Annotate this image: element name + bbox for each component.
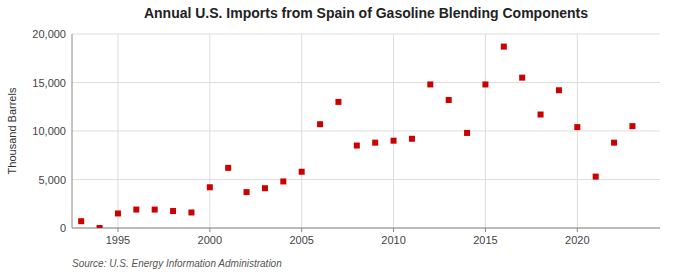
points [78, 44, 635, 228]
point [629, 123, 635, 129]
y-axis-label: Thousand Barrels [6, 87, 18, 174]
point [97, 225, 103, 228]
point [78, 218, 84, 224]
point [372, 140, 378, 146]
x-tick [301, 228, 302, 232]
point [593, 174, 599, 180]
x-grid-line [577, 34, 578, 228]
point [152, 207, 158, 213]
point [611, 140, 617, 146]
point [317, 121, 323, 127]
point [427, 81, 433, 87]
point [133, 207, 139, 213]
y-tick-label: 20,000 [32, 28, 66, 40]
x-tick-label: 2010 [381, 234, 405, 246]
point [244, 189, 250, 195]
point [115, 210, 121, 216]
x-axis-line [72, 228, 660, 229]
x-tick-label: 1995 [106, 234, 130, 246]
point [446, 97, 452, 103]
y-tick-label: 0 [60, 222, 66, 234]
x-grid-line [209, 34, 210, 228]
point [409, 136, 415, 142]
x-tick [393, 228, 394, 232]
x-tick [209, 228, 210, 232]
x-grid-line [485, 34, 486, 228]
x-tick-label: 2015 [473, 234, 497, 246]
x-tick-label: 2000 [198, 234, 222, 246]
x-grid-line [301, 34, 302, 228]
point [574, 124, 580, 130]
point [207, 184, 213, 190]
point [225, 165, 231, 171]
point [262, 185, 268, 191]
x-tick [117, 228, 118, 232]
title: Annual U.S. Imports from Spain of Gasoli… [144, 5, 588, 21]
y-grid-line [72, 131, 660, 132]
point [538, 112, 544, 118]
point [519, 75, 525, 81]
point [501, 44, 507, 50]
grid [72, 34, 660, 228]
x-tick-label: 2005 [289, 234, 313, 246]
y-tick-label: 15,000 [32, 77, 66, 89]
x-tick [577, 228, 578, 232]
x-grid-line [393, 34, 394, 228]
y-grid-line [72, 228, 660, 229]
point [170, 208, 176, 214]
point [335, 99, 341, 105]
point [391, 138, 397, 144]
x-tick-label: 2020 [565, 234, 589, 246]
source-note: Source: U.S. Energy Information Administ… [72, 258, 282, 269]
x-tick [485, 228, 486, 232]
y-tick-label: 5,000 [38, 174, 66, 186]
chart: Annual U.S. Imports from Spain of Gasoli… [0, 0, 675, 275]
point [464, 130, 470, 136]
point [354, 143, 360, 149]
y-axis-line [72, 34, 73, 228]
y-grid-line [72, 34, 660, 35]
x-grid-line [117, 34, 118, 228]
point [188, 209, 194, 215]
point [482, 81, 488, 87]
y-grid-line [72, 179, 660, 180]
y-grid-line [72, 82, 660, 83]
point [280, 178, 286, 184]
y-tick-label: 10,000 [32, 125, 66, 137]
point [299, 169, 305, 175]
point [556, 87, 562, 93]
